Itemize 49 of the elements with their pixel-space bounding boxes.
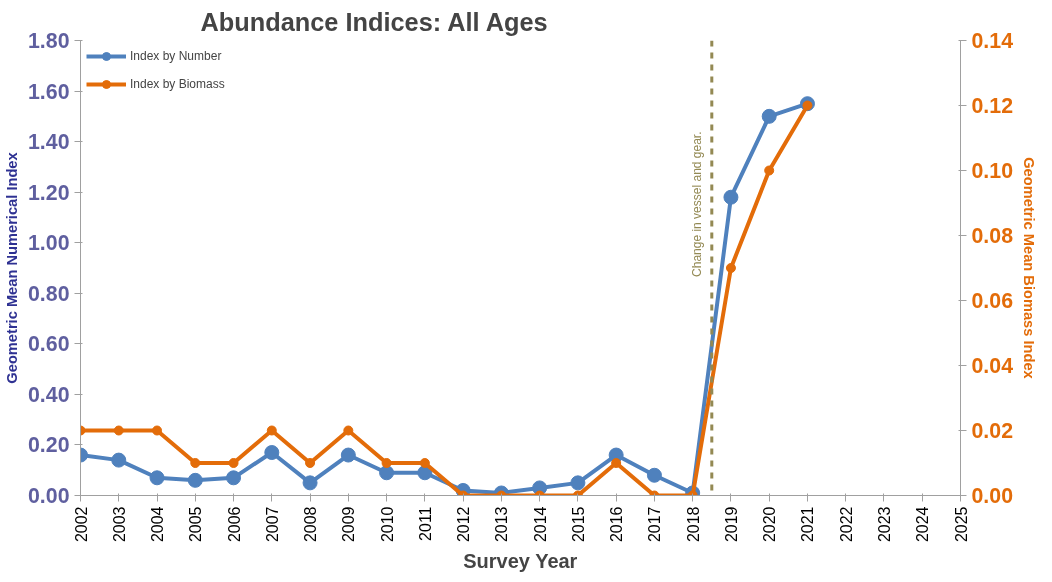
x-tick-label: 2009 — [340, 506, 358, 543]
y2-tick-label: 0.12 — [971, 94, 1014, 118]
y2-tick-label: 0.02 — [971, 419, 1014, 443]
x-tick-label: 2008 — [302, 506, 320, 543]
y-tick-label: 1.00 — [27, 231, 70, 256]
x-tick-label: 2002 — [72, 506, 90, 543]
x-tick-label: 2016 — [608, 506, 626, 543]
x-tick-label: 2011 — [416, 506, 434, 541]
x-tick-label: 2005 — [187, 506, 205, 543]
chart-title: Abundance Indices: All Ages — [200, 7, 548, 36]
y-tick-label: 0.00 — [27, 484, 70, 508]
x-tick-label: 2021 — [799, 506, 817, 543]
x-tick-label: 2007 — [263, 506, 281, 543]
x-tick-label: 2006 — [225, 506, 243, 543]
x-tick-label: 2024 — [914, 506, 932, 543]
x-tick-label: 2004 — [149, 506, 167, 543]
x-tick-label: 2012 — [455, 506, 473, 543]
x-tick-label: 2015 — [569, 506, 587, 543]
y2-tick-label: 0.00 — [971, 484, 1014, 508]
legend-label: Index by Biomass — [130, 77, 225, 91]
x-tick-label: 2019 — [722, 506, 740, 543]
x-tick-label: 2018 — [684, 506, 702, 543]
x-tick-label: 2003 — [110, 506, 128, 543]
x-tick-label: 2022 — [837, 506, 855, 543]
legend-label: Index by Number — [130, 49, 222, 63]
y2-tick-label: 0.06 — [971, 289, 1014, 313]
x-tick-label: 2017 — [646, 506, 664, 543]
y-tick-label: 0.60 — [27, 332, 70, 357]
y-tick-label: 1.40 — [27, 130, 70, 155]
y2-tick-label: 0.08 — [971, 224, 1014, 248]
x-tick-label: 2020 — [761, 506, 779, 543]
x-tick-label: 2025 — [952, 506, 970, 543]
y2-axis-title: Geometric Mean Biomass Index — [1021, 157, 1038, 380]
x-tick-label: 2013 — [493, 506, 511, 543]
x-tick-label: 2014 — [531, 506, 549, 543]
x-axis-title: Survey Year — [463, 550, 578, 573]
y2-tick-label: 0.14 — [971, 29, 1014, 53]
y-tick-label: 0.20 — [27, 433, 70, 458]
y-axis-title: Geometric Mean Numerical Index — [3, 151, 20, 384]
ref-line-label: Change in vessel and gear. — [689, 131, 704, 277]
y-tick-label: 1.20 — [27, 180, 70, 205]
y-tick-label: 0.40 — [27, 382, 70, 407]
x-tick-label: 2023 — [875, 506, 893, 543]
x-tick-label: 2010 — [378, 506, 396, 543]
y-tick-label: 0.80 — [27, 281, 70, 306]
y2-tick-label: 0.10 — [971, 159, 1014, 183]
y-tick-label: 1.80 — [27, 29, 70, 53]
y-tick-label: 1.60 — [27, 79, 70, 104]
y2-tick-label: 0.04 — [971, 354, 1014, 378]
